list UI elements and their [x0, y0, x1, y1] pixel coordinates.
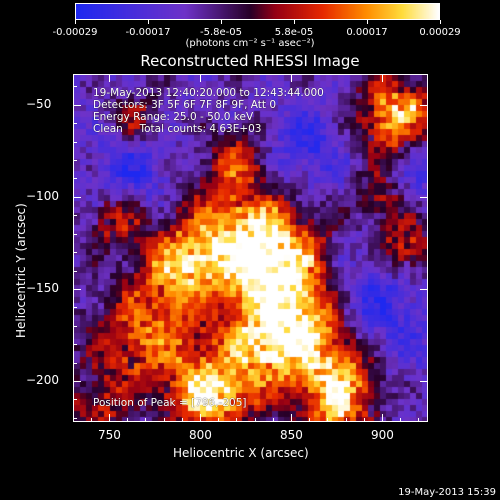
y-minor-tick [73, 141, 77, 143]
x-tick [290, 414, 292, 422]
x-minor-tick [363, 418, 365, 422]
y-minor-tick [73, 233, 77, 235]
colorbar-tick-label: 0.00029 [419, 27, 461, 38]
colorbar-unit-label: (photons cm⁻² s⁻¹ asec⁻²) [185, 38, 315, 49]
y-tick [420, 196, 428, 198]
y-tick-label: −150 [26, 281, 59, 296]
info-peak-position: Position of Peak = [796,-205] [93, 397, 247, 409]
x-tick [108, 74, 110, 82]
y-minor-tick [73, 160, 77, 162]
colorbar-tick-label: 0.00017 [346, 27, 388, 38]
y-tick [420, 288, 428, 290]
colorbar-tick-label: -0.00017 [125, 27, 171, 38]
footer-timestamp: 19-May-2013 15:39 [398, 487, 496, 498]
y-axis-label: Heliocentric Y (arcsec) [14, 203, 28, 338]
y-minor-tick [73, 399, 77, 401]
y-tick [73, 196, 81, 198]
x-minor-tick [145, 418, 147, 422]
y-tick [73, 104, 81, 106]
y-minor-tick [73, 344, 77, 346]
info-clean-counts: Clean Total counts: 4.63E+03 [93, 123, 262, 135]
x-minor-tick [163, 418, 165, 422]
colorbar-tick-label: 5.8e-05 [274, 27, 314, 38]
x-minor-tick [418, 418, 420, 422]
colorbar-tick [147, 20, 149, 24]
x-tick [199, 74, 201, 82]
x-minor-tick [127, 418, 129, 422]
x-tick [290, 74, 292, 82]
y-tick [73, 288, 81, 290]
x-tick-label: 900 [371, 428, 394, 442]
y-tick-label: −50 [26, 97, 52, 112]
colorbar [75, 3, 440, 20]
y-tick [420, 380, 428, 382]
colorbar-tick-label: -5.8e-05 [200, 27, 242, 38]
colorbar-tick [366, 20, 368, 24]
y-minor-tick [73, 270, 77, 272]
y-minor-tick [73, 252, 77, 254]
x-minor-tick [90, 418, 92, 422]
y-minor-tick [73, 123, 77, 125]
x-tick [381, 414, 383, 422]
y-minor-tick [73, 417, 77, 419]
x-minor-tick [327, 418, 329, 422]
x-tick [199, 414, 201, 422]
x-minor-tick [345, 418, 347, 422]
heatmap-image [74, 75, 427, 421]
y-tick-label: −200 [26, 373, 59, 388]
colorbar-tick [220, 20, 222, 24]
colorbar-tick-label: -0.00029 [52, 27, 98, 38]
colorbar-tick [293, 20, 295, 24]
x-minor-tick [254, 418, 256, 422]
x-tick-label: 750 [97, 428, 121, 442]
x-minor-tick [236, 418, 238, 422]
y-minor-tick [73, 86, 77, 88]
x-tick [381, 74, 383, 82]
info-energy-range: Energy Range: 25.0 - 50.0 keV [93, 111, 254, 123]
y-tick [420, 104, 428, 106]
x-axis-label: Heliocentric X (arcsec) [173, 446, 309, 460]
y-minor-tick [73, 178, 77, 180]
colorbar-tick [439, 20, 441, 24]
y-tick [73, 380, 81, 382]
x-minor-tick [218, 418, 220, 422]
plot-area: 19-May-2013 12:40:20.000 to 12:43:44.000… [73, 74, 428, 422]
y-minor-tick [73, 215, 77, 217]
y-tick-label: −100 [26, 189, 59, 204]
colorbar-tick [74, 20, 76, 24]
x-tick-label: 800 [188, 428, 212, 442]
y-minor-tick [73, 325, 77, 327]
info-time-range: 19-May-2013 12:40:20.000 to 12:43:44.000 [93, 87, 324, 99]
x-tick [108, 414, 110, 422]
chart-title: Reconstructed RHESSI Image [140, 52, 360, 70]
y-minor-tick [73, 307, 77, 309]
x-minor-tick [272, 418, 274, 422]
x-minor-tick [400, 418, 402, 422]
info-detectors: Detectors: 3F 5F 6F 7F 8F 9F, Att 0 [93, 99, 277, 111]
y-minor-tick [73, 362, 77, 364]
x-minor-tick [181, 418, 183, 422]
x-minor-tick [309, 418, 311, 422]
x-tick-label: 850 [280, 428, 303, 442]
